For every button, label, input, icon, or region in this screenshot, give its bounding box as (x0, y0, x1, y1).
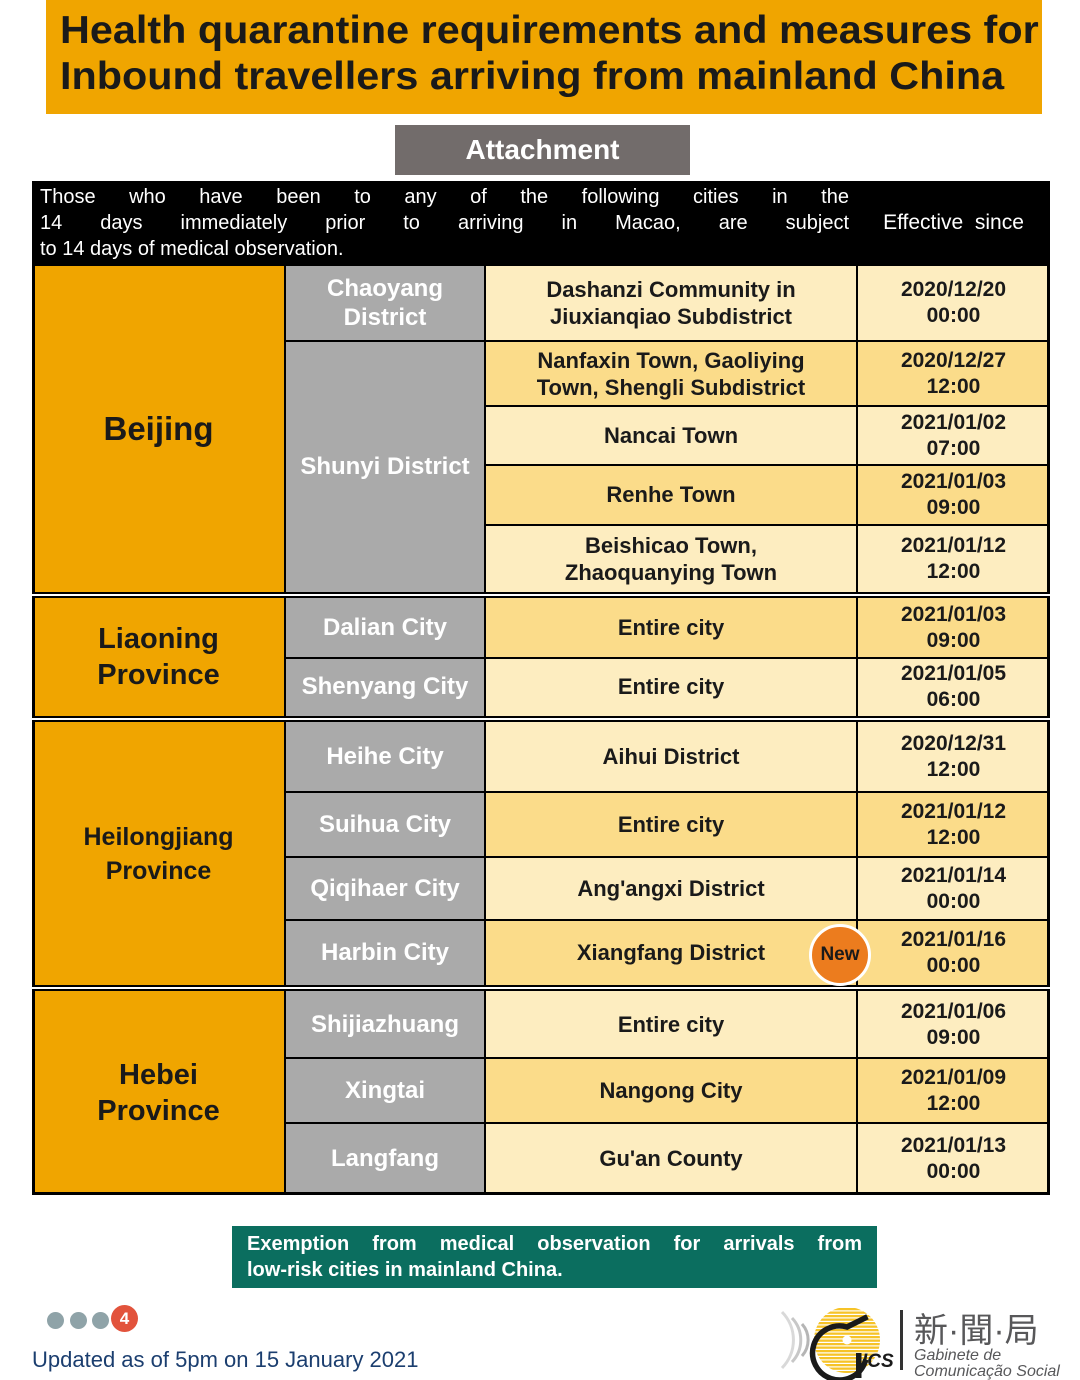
svg-text:ICS: ICS (862, 1351, 894, 1372)
svg-text:Comunicação Social: Comunicação Social (914, 1363, 1060, 1380)
svg-text:新·聞·局: 新·聞·局 (914, 1312, 1039, 1350)
svg-text:Gabinete de: Gabinete de (914, 1347, 1001, 1364)
